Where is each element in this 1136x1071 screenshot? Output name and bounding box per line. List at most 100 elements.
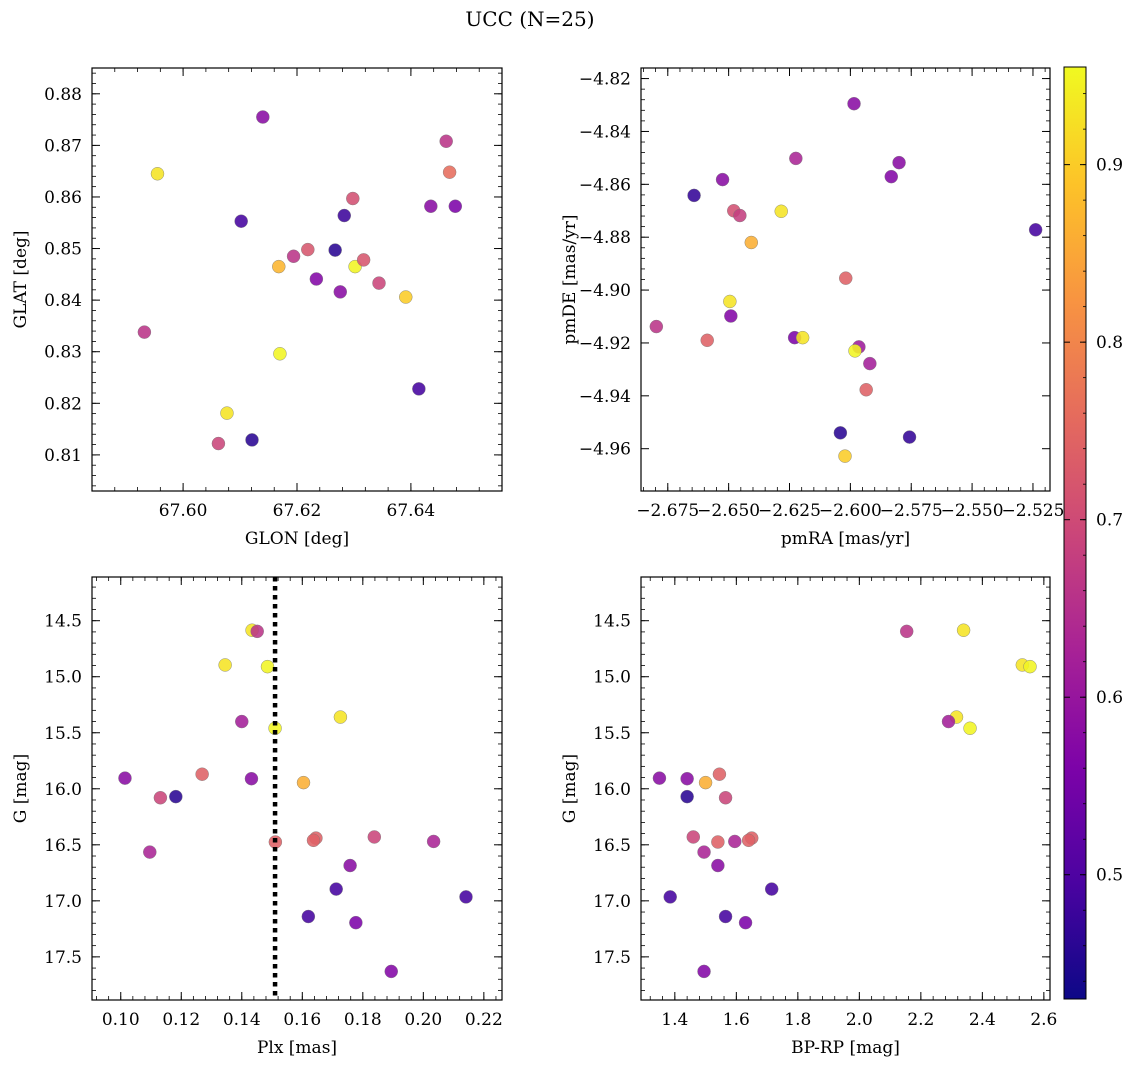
y-tick-label: 16.0 [44, 780, 82, 800]
data-point [697, 845, 711, 859]
data-point [839, 271, 853, 285]
y-axis-label: GLAT [deg] [11, 230, 31, 328]
y-tick-label: 15.5 [44, 724, 82, 744]
colorbar-tick-label: 0.5 [1096, 866, 1123, 886]
x-tick-label: 2.0 [846, 1010, 873, 1030]
panel-bottom-left: 0.10 0.12 0.14 0.16 0.18 0.20 0.22 14.5 15.0 15.5… [11, 576, 503, 1058]
data-point [169, 789, 183, 804]
data-point [902, 430, 917, 444]
data-point [448, 199, 463, 213]
data-point [439, 134, 453, 148]
x-axis-label: GLON [deg] [245, 529, 349, 549]
data-point [723, 294, 737, 309]
x-tick-label: −2.575 [880, 501, 943, 521]
data-point [848, 344, 862, 358]
x-tick-label: 0.16 [283, 1010, 321, 1030]
y-tick-label: −4.96 [579, 440, 631, 460]
data-point [795, 330, 810, 345]
y-tick-label: −4.82 [579, 70, 631, 90]
data-point [286, 249, 301, 263]
axes-frame [91, 67, 503, 492]
data-point [349, 915, 363, 930]
data-point [698, 775, 713, 790]
x-tick-label: 2.6 [1030, 1010, 1057, 1030]
data-point [899, 624, 914, 639]
x-tick-label: −2.600 [819, 501, 882, 521]
data-point [459, 890, 473, 904]
x-tick-label: 0.22 [465, 1010, 503, 1030]
y-axis-label: G [mag] [11, 754, 31, 823]
x-tick-label: −2.625 [758, 501, 821, 521]
data-point [741, 833, 756, 848]
data-point [384, 964, 398, 979]
data-point [329, 882, 343, 896]
data-point [892, 155, 906, 170]
data-point [143, 845, 157, 859]
data-point [838, 449, 852, 463]
data-point [195, 767, 209, 781]
data-point [273, 347, 287, 361]
x-tick-label: 2.4 [969, 1010, 996, 1030]
x-tick-label: 0.18 [344, 1010, 382, 1030]
data-point [150, 167, 165, 181]
x-tick-label: 0.10 [102, 1010, 140, 1030]
data-point [412, 382, 426, 396]
y-tick-label: 17.5 [44, 948, 82, 968]
y-tick-label: 15.0 [44, 668, 82, 688]
data-point [426, 834, 441, 849]
data-point [328, 243, 342, 257]
data-point [260, 659, 275, 674]
data-point [663, 890, 677, 904]
data-point [399, 290, 413, 304]
y-tick-label: 0.85 [44, 240, 82, 260]
y-tick-label: 16.5 [44, 836, 82, 856]
data-point [718, 909, 733, 924]
data-point [1023, 659, 1037, 674]
data-point [333, 285, 347, 299]
y-tick-label: −4.90 [579, 281, 631, 301]
y-tick-label: −4.94 [579, 387, 631, 407]
data-point [211, 436, 226, 451]
y-tick-label: 17.5 [593, 948, 631, 968]
y-tick-label: 16.0 [593, 780, 631, 800]
data-point [256, 110, 270, 124]
y-tick-label: 17.0 [593, 892, 631, 912]
data-point [244, 771, 259, 786]
x-tick-label: −2.525 [1001, 501, 1064, 521]
x-tick-label: 1.8 [784, 1010, 811, 1030]
data-point [153, 791, 168, 805]
data-point [118, 771, 132, 785]
y-tick-label: 0.86 [44, 188, 82, 208]
axes-frame [91, 576, 503, 1001]
data-point [333, 710, 348, 724]
colorbar: 0.5 0.6 0.7 0.8 0.9 [1063, 66, 1123, 1000]
data-point [245, 433, 259, 447]
figure-title: UCC (N=25) [465, 7, 594, 31]
x-axis-label: Plx [mas] [257, 1038, 337, 1058]
data-point [728, 834, 742, 849]
y-axis-label: G [mag] [560, 754, 580, 823]
data-point [711, 835, 725, 849]
y-tick-label: 17.0 [44, 892, 82, 912]
data-point [235, 714, 249, 729]
x-tick-label: −2.650 [697, 501, 760, 521]
data-point [301, 242, 315, 257]
x-axis-label: pmRA [mas/yr] [781, 529, 910, 549]
data-point [680, 789, 694, 804]
data-point [711, 858, 725, 873]
data-point [744, 235, 758, 250]
data-point [718, 791, 733, 805]
data-point [296, 775, 311, 790]
data-point [774, 204, 788, 218]
data-point [884, 169, 898, 184]
points-group [652, 623, 1037, 979]
data-point [941, 714, 956, 729]
x-tick-label: 1.6 [723, 1010, 750, 1030]
y-tick-label: −4.88 [579, 228, 631, 248]
y-tick-label: 16.5 [593, 836, 631, 856]
y-tick-label: 15.0 [593, 668, 631, 688]
data-point [764, 882, 779, 896]
data-point [686, 830, 700, 844]
